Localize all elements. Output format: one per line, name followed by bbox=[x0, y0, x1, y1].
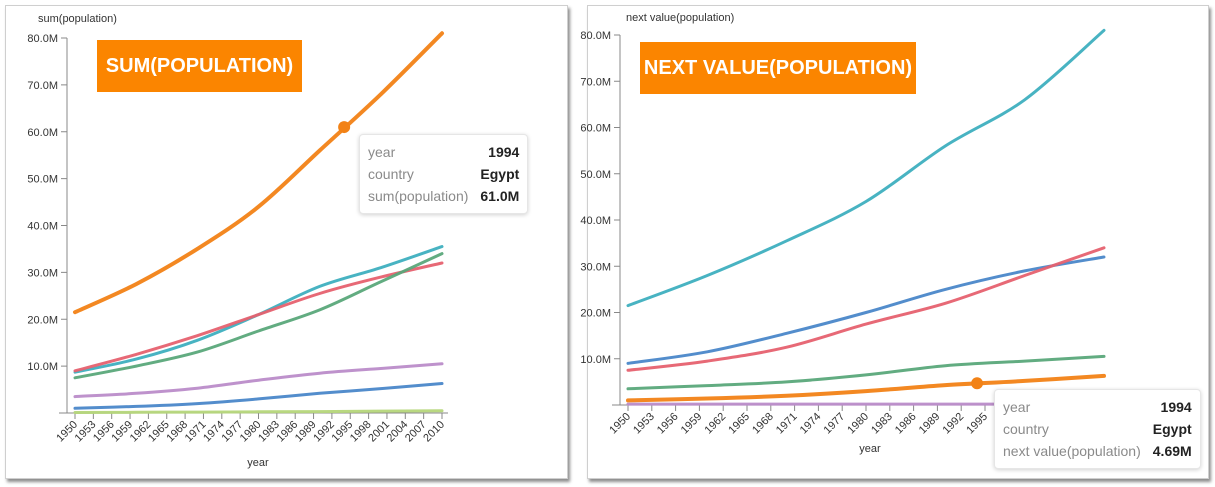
series-line-series-purple bbox=[73, 362, 444, 399]
y-axis-title: next value(population) bbox=[626, 12, 734, 24]
highlight-point bbox=[971, 377, 984, 390]
tooltip-row-measure: next value(population) 4.69M bbox=[1003, 440, 1192, 462]
tooltip-row-year: year 1994 bbox=[368, 141, 519, 163]
x-tick-label: 1983 bbox=[869, 411, 895, 437]
tooltip-value: 4.69M bbox=[1152, 443, 1192, 459]
tooltip-next-value: year 1994 country Egypt next value(populat… bbox=[994, 389, 1201, 469]
series-line-series-blue bbox=[73, 382, 444, 410]
series-line-series-blue bbox=[626, 255, 1106, 365]
tooltip-key: sum(population) bbox=[368, 188, 469, 204]
tooltip-row-country: country Egypt bbox=[1003, 418, 1192, 440]
y-tick-label: 60.0M bbox=[580, 123, 611, 135]
x-tick-label: 1980 bbox=[845, 411, 871, 437]
highlight-point bbox=[338, 121, 351, 134]
series-line-series-lime bbox=[73, 409, 444, 414]
series-line-series-green bbox=[626, 354, 1106, 391]
tooltip-value: 61.0M bbox=[480, 188, 520, 204]
x-tick-label: 1953 bbox=[631, 411, 657, 437]
tooltip-key: next value(population) bbox=[1003, 443, 1141, 459]
tooltip-row-country: country Egypt bbox=[368, 163, 519, 185]
y-tick-label: 20.0M bbox=[580, 308, 611, 320]
y-tick-label: 40.0M bbox=[580, 215, 611, 227]
banner-next-value-population: NEXT VALUE(POPULATION) bbox=[640, 42, 916, 94]
series-line-egypt bbox=[626, 373, 1106, 403]
x-tick-label: 1968 bbox=[750, 411, 776, 437]
x-axis-title: year bbox=[247, 457, 269, 469]
x-tick-label: 1977 bbox=[822, 411, 848, 437]
tooltip-sum: year 1994 country Egypt sum(population) 61.… bbox=[359, 134, 529, 214]
x-tick-label: 1989 bbox=[917, 411, 943, 437]
tooltip-key: country bbox=[1003, 421, 1049, 437]
y-tick-label: 10.0M bbox=[580, 354, 611, 366]
y-tick-label: 20.0M bbox=[27, 314, 58, 326]
x-axis-title: year bbox=[859, 443, 881, 455]
x-tick-label: 1971 bbox=[774, 411, 800, 437]
y-tick-label: 30.0M bbox=[580, 261, 611, 273]
x-tick-label: 1995 bbox=[964, 411, 990, 437]
x-tick-label: 1965 bbox=[726, 411, 752, 437]
x-tick-label: 1956 bbox=[655, 411, 681, 437]
tooltip-value: Egypt bbox=[480, 166, 520, 182]
y-tick-label: 40.0M bbox=[27, 221, 58, 233]
y-tick-label: 80.0M bbox=[580, 30, 611, 42]
x-tick-label: 1974 bbox=[798, 411, 824, 437]
series-line-series-red bbox=[73, 261, 444, 373]
x-tick-label: 1959 bbox=[679, 411, 705, 437]
y-tick-label: 70.0M bbox=[580, 76, 611, 88]
y-tick-label: 70.0M bbox=[27, 80, 58, 92]
tooltip-key: country bbox=[368, 166, 414, 182]
y-tick-label: 80.0M bbox=[27, 33, 58, 45]
y-tick-label: 30.0M bbox=[27, 267, 58, 279]
x-tick-label: 1992 bbox=[941, 411, 967, 437]
tooltip-key: year bbox=[1003, 399, 1031, 415]
banner-sum-population: SUM(POPULATION) bbox=[97, 40, 302, 92]
tooltip-value: Egypt bbox=[1152, 421, 1192, 437]
series-line-egypt bbox=[73, 31, 444, 315]
y-tick-label: 60.0M bbox=[27, 127, 58, 139]
tooltip-value: 1994 bbox=[1160, 399, 1192, 415]
x-tick-label: 1950 bbox=[607, 411, 633, 437]
y-tick-label: 10.0M bbox=[27, 361, 58, 373]
y-tick-label: 50.0M bbox=[27, 174, 58, 186]
tooltip-row-year: year 1994 bbox=[1003, 396, 1192, 418]
series-line-series-red bbox=[626, 246, 1106, 372]
tooltip-key: year bbox=[368, 144, 396, 160]
x-tick-label: 2010 bbox=[421, 419, 447, 445]
series-line-series-teal bbox=[73, 245, 444, 374]
tooltip-row-measure: sum(population) 61.0M bbox=[368, 185, 519, 207]
series-line-series-green bbox=[73, 252, 444, 380]
x-tick-label: 1962 bbox=[703, 411, 729, 437]
chart-next-value-population: next value(population) 80.0M 70.0M 60.0M 50.… bbox=[580, 12, 1108, 455]
x-tick-label: 1986 bbox=[893, 411, 919, 437]
y-axis-title: sum(population) bbox=[38, 13, 117, 25]
series-line-series-teal bbox=[626, 28, 1106, 308]
tooltip-value: 1994 bbox=[488, 144, 520, 160]
y-tick-label: 50.0M bbox=[580, 169, 611, 181]
